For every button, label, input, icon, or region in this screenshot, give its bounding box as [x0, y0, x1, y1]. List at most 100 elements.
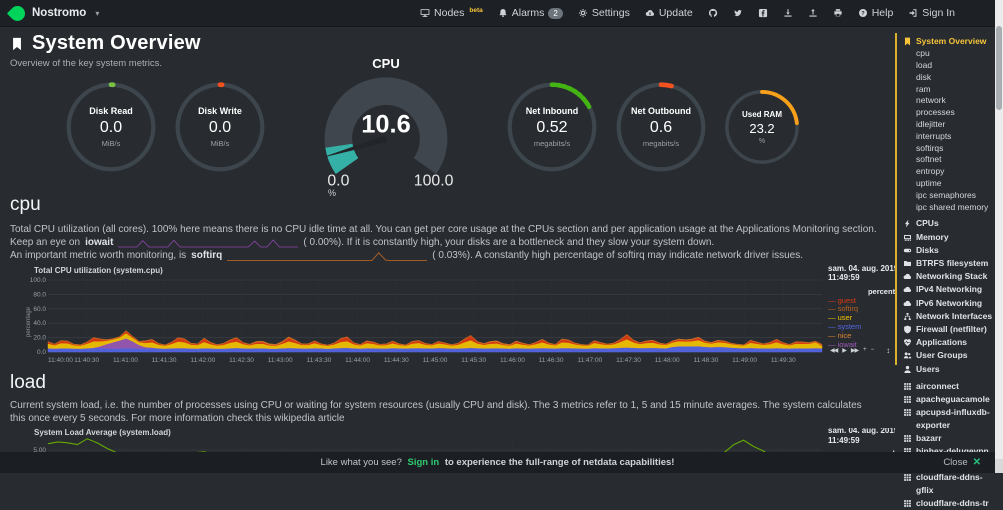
sidebar-item-disks[interactable]: Disks [903, 244, 995, 257]
play-icon[interactable]: ▶ [842, 347, 846, 354]
zoom-in-icon[interactable]: + [863, 347, 866, 353]
sidebar-item-cloudflare-ddns-tr[interactable]: cloudflare-ddns-tr [903, 497, 995, 510]
svg-text:80.0: 80.0 [33, 291, 46, 298]
svg-text:11:41:30: 11:41:30 [152, 357, 177, 364]
topnav-download[interactable] [783, 8, 793, 18]
sidebar-active-indicator [895, 33, 897, 365]
sidebar-item-cpus[interactable]: CPUs [903, 217, 995, 230]
topnav-label: Help [872, 7, 894, 19]
sidebar-item-firewall-netfilter[interactable]: Firewall (netfilter) [903, 323, 995, 336]
topnav-twitter[interactable] [733, 8, 743, 18]
sidebar-item-memory[interactable]: Memory [903, 231, 995, 244]
topnav-facebook[interactable] [758, 8, 768, 18]
cpu-chart-title: Total CPU utilization (system.cpu) [34, 266, 895, 275]
topnav-upload[interactable] [808, 8, 818, 18]
sidebar-item-users[interactable]: Users [903, 363, 995, 376]
gauge-net-outbound[interactable]: Net Outbound 0.6 megabits/s [614, 80, 708, 174]
sidebar-item-btrfs-filesystem[interactable]: BTRFS filesystem [903, 257, 995, 270]
bolt-icon [903, 219, 912, 228]
sidebar-item-airconnect[interactable]: airconnect [903, 380, 995, 393]
users-icon [903, 351, 912, 360]
facebook-icon [758, 8, 768, 18]
sidebar-item-processes[interactable]: processes [903, 107, 995, 119]
sidebar-item-label: Networking Stack [916, 270, 987, 283]
sidebar-item-disk[interactable]: disk [903, 72, 995, 84]
sidebar-item-softnet[interactable]: softnet [903, 154, 995, 166]
sidebar-item-ipc-semaphores[interactable]: ipc semaphores [903, 190, 995, 202]
sidebar-item-label: IPv6 Networking [916, 297, 982, 310]
gauge-disk-read[interactable]: Disk Read 0.0 MiB/s [64, 80, 158, 174]
svg-text:10.6: 10.6 [361, 110, 410, 138]
gauge-label: Net Outbound [631, 106, 691, 116]
sidebar-item-idlejitter[interactable]: idlejitter [903, 119, 995, 131]
sidebar-item-apcupsd-influxdb-exporter[interactable]: apcupsd-influxdb-exporter [903, 406, 995, 432]
disk-icon [903, 246, 912, 255]
sidebar-item-ipv6-networking[interactable]: IPv6 Networking [903, 297, 995, 310]
sidebar-item-cpu[interactable]: cpu [903, 48, 995, 60]
zoom-out-icon[interactable]: − [871, 347, 874, 353]
sidebar-item-interrupts[interactable]: interrupts [903, 131, 995, 143]
banner-close-button[interactable]: Close ✕ [943, 457, 981, 468]
load-description: Current system load, i.e. the number of … [10, 399, 878, 425]
sidebar-item-network[interactable]: network [903, 95, 995, 107]
topnav-github[interactable] [708, 8, 718, 18]
gauge-value: 0.52 [536, 119, 567, 137]
cpu-chart[interactable]: percentage0.020.040.060.080.0100.011:40:… [24, 276, 824, 368]
topnav-help[interactable]: Help [858, 7, 894, 19]
sidebar-item-label: BTRFS filesystem [916, 257, 988, 270]
iowait-sparkline[interactable] [118, 237, 298, 248]
topnav-settings[interactable]: Settings [578, 7, 630, 19]
topnav-print[interactable] [833, 8, 843, 18]
sidebar-item-entropy[interactable]: entropy [903, 166, 995, 178]
sidebar-item-load[interactable]: load [903, 60, 995, 72]
hostname-selector[interactable]: Nostromo ▾ [10, 6, 99, 21]
sidebar-item-cloudflare-ddns-gflix[interactable]: cloudflare-ddns-gflix [903, 471, 995, 497]
banner-text-pre: Like what you see? [321, 457, 402, 468]
signin-icon [908, 8, 918, 18]
svg-text:11:48:30: 11:48:30 [693, 357, 718, 364]
gauge-disk-write[interactable]: Disk Write 0.0 MiB/s [173, 80, 267, 174]
scrollbar-thumb[interactable] [996, 26, 1002, 110]
sidebar-item-softirqs[interactable]: softirqs [903, 143, 995, 155]
sidebar-item-network-interfaces[interactable]: Network Interfaces [903, 310, 995, 323]
sidebar-item-networking-stack[interactable]: Networking Stack [903, 270, 995, 283]
svg-text:11:48:00: 11:48:00 [655, 357, 680, 364]
topnav-update[interactable]: Update [645, 7, 693, 19]
legend-time: 11:49:59 [828, 273, 895, 283]
load-chart[interactable]: 5.004.003.00 [24, 438, 824, 452]
pan-backward-icon[interactable]: ◀◀ [830, 347, 837, 354]
sidebar-item-label: Users [916, 363, 940, 376]
sidebar-item-apacheguacamole[interactable]: apacheguacamole [903, 393, 995, 406]
grid-icon [903, 382, 912, 391]
sidebar-item-ram[interactable]: ram [903, 84, 995, 96]
bottom-banner: Like what you see? Sign in to experience… [0, 452, 995, 473]
sidebar-item-uptime[interactable]: uptime [903, 178, 995, 190]
sidebar-item-label: Firewall (netfilter) [916, 323, 987, 336]
resize-icon[interactable]: ↕ [886, 346, 890, 355]
svg-text:11:47:00: 11:47:00 [577, 357, 602, 364]
sidebar-item-ipv4-networking[interactable]: IPv4 Networking [903, 283, 995, 296]
github-icon [708, 8, 718, 18]
topnav-sign-in[interactable]: Sign In [908, 7, 955, 19]
sidebar-item-applications[interactable]: Applications [903, 336, 995, 349]
sidebar-item-user-groups[interactable]: User Groups [903, 349, 995, 362]
gauge-net-inbound[interactable]: Net Inbound 0.52 megabits/s [505, 80, 599, 174]
sidebar-item-bazarr[interactable]: bazarr [903, 432, 995, 445]
gauge-used-ram[interactable]: Used RAM 23.2 % [723, 88, 801, 166]
pan-forward-icon[interactable]: ▶▶ [851, 347, 858, 354]
svg-text:11:46:30: 11:46:30 [539, 357, 564, 364]
legend-units: percentage [828, 287, 895, 296]
gauge-value: 23.2 [749, 121, 774, 136]
page-scrollbar[interactable] [995, 0, 1003, 473]
banner-signin-link[interactable]: Sign in [408, 457, 440, 468]
sidebar-item-system-overview[interactable]: System Overview [903, 35, 995, 48]
softirq-sparkline[interactable] [227, 251, 427, 262]
svg-text:20.0: 20.0 [33, 334, 46, 341]
sidebar-item-ipc-shared-memory[interactable]: ipc shared memory [903, 202, 995, 214]
page-title: System Overview [32, 32, 201, 55]
